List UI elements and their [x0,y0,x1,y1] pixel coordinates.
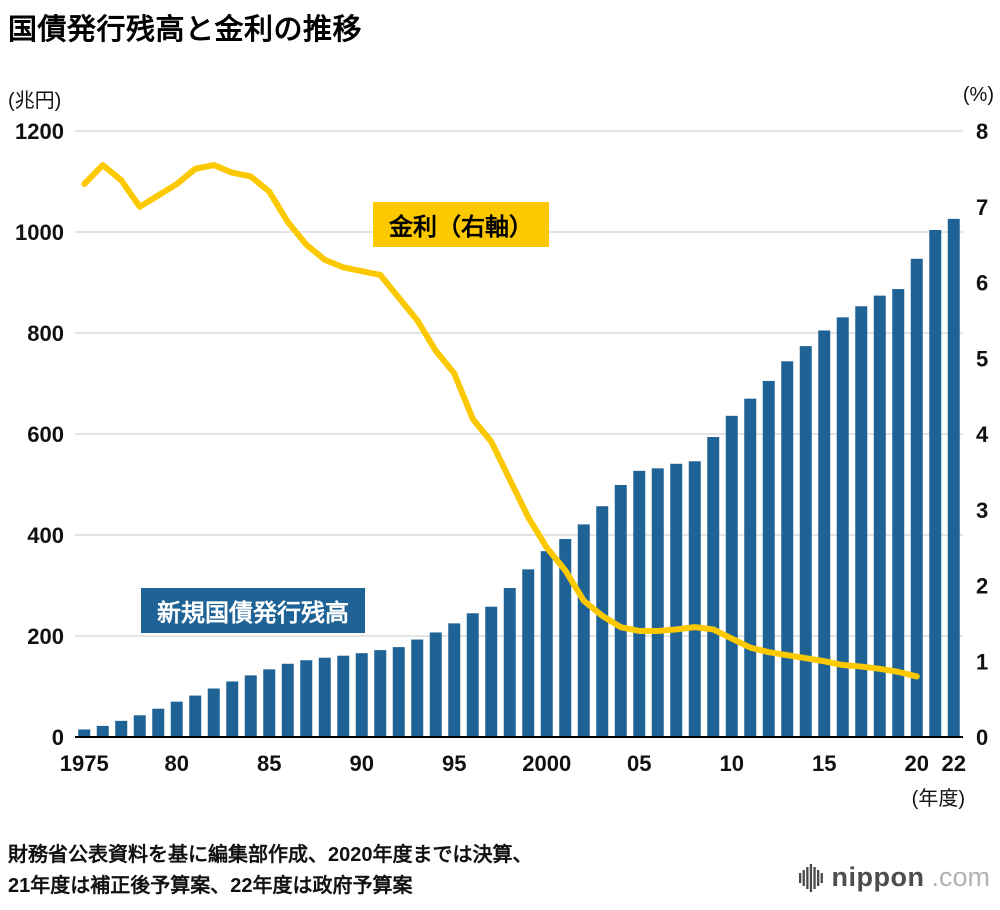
y-axis-right-label: 2 [976,574,988,599]
bar-2011 [744,398,757,737]
bar-1999 [522,569,535,737]
x-axis-label-85: 85 [257,751,281,776]
bar-2021 [929,229,942,738]
bar-1986 [281,663,294,737]
bar-1988 [318,657,331,737]
bar-2006 [651,468,664,737]
x-axis-label-05: 05 [627,751,651,776]
y-axis-left-label: 200 [27,624,64,649]
bar-1975 [78,729,91,737]
bar-2012 [762,380,775,737]
bar-2014 [799,346,812,737]
y-axis-left-label: 800 [27,321,64,346]
y-axis-left-label: 0 [52,725,64,750]
bar-2007 [670,463,683,737]
y-axis-right-label: 1 [976,649,988,674]
bar-1993 [411,639,424,737]
source-note: 財務省公表資料を基に編集部作成、2020年度までは決算、 21年度は補正後予算案… [8,840,533,902]
y-axis-right-label: 7 [976,195,988,220]
bar-1994 [429,632,442,737]
page-title: 国債発行残高と金利の推移 [8,14,363,46]
bar-1995 [448,623,461,737]
y-axis-right-label: 0 [976,725,988,750]
x-axis-label-1975: 1975 [60,751,109,776]
bar-2010 [725,415,738,737]
bar-2013 [781,361,794,737]
right-axis-unit: (%) [962,84,994,106]
bar-2002 [577,524,590,737]
bar-2001 [559,539,572,737]
source-note-line1: 財務省公表資料を基に編集部作成、2020年度までは決算、 [8,844,533,866]
bar-1985 [263,669,276,737]
y-axis-right-label: 3 [976,498,988,523]
bar-1996 [466,613,479,737]
bar-1984 [244,675,257,737]
bar-1998 [503,588,516,737]
bar-series-label: 新規国債発行残高 [141,588,365,633]
bar-1979 [152,708,165,737]
bar-2005 [633,470,646,737]
bar-1987 [300,660,313,737]
bar-1980 [170,701,183,737]
nippon-logo-text: nippon [831,862,925,892]
y-axis-left-label: 1200 [15,119,64,144]
bar-2000 [540,551,553,737]
x-axis-label-90: 90 [350,751,374,776]
y-axis-right-label: 4 [976,422,989,447]
bar-2019 [892,289,905,737]
bar-1989 [337,655,350,737]
bar-1976 [96,725,109,737]
bar-1983 [226,681,239,737]
x-axis-label-10: 10 [720,751,744,776]
left-axis-unit: (兆円) [8,90,62,112]
y-axis-left-label: 400 [27,523,64,548]
bar-1982 [207,688,220,737]
bar-2016 [836,317,849,737]
nippon-logo-suffix: .com [931,862,990,892]
bar-2009 [707,437,720,737]
interest-rate-line [81,162,920,680]
bar-2017 [855,306,868,737]
bar-2008 [688,461,701,737]
x-axis-label-15: 15 [812,751,836,776]
line-series-label: 金利（右軸） [373,202,549,247]
x-axis-label-2000: 2000 [522,751,571,776]
x-axis-label-95: 95 [442,751,466,776]
bar-2018 [873,295,886,737]
nippon-logo-mark [798,863,823,892]
x-axis-unit: (年度) [911,788,965,810]
x-axis-label-80: 80 [165,751,189,776]
bar-2015 [818,330,831,737]
y-axis-right-label: 6 [976,271,988,296]
bar-1997 [485,606,498,737]
bar-2004 [614,485,627,737]
y-axis-right-label: 5 [976,346,988,371]
x-axis-label-22: 22 [942,751,966,776]
nippon-logo: nippon .com [798,862,990,893]
bar-1991 [374,650,387,737]
bar-1990 [355,653,368,737]
bar-1978 [133,715,146,737]
bar-2003 [596,506,609,737]
y-axis-right-label: 8 [976,119,988,144]
bar-2022 [947,218,960,737]
y-axis-left-label: 600 [27,422,64,447]
source-note-line2: 21年度は補正後予算案、22年度は政府予算案 [8,875,413,897]
bar-2020 [910,258,923,737]
x-axis-label-20: 20 [905,751,929,776]
bar-1977 [115,720,128,737]
y-axis-left-label: 1000 [15,220,64,245]
bar-1992 [392,647,405,737]
bar-1981 [189,695,202,737]
